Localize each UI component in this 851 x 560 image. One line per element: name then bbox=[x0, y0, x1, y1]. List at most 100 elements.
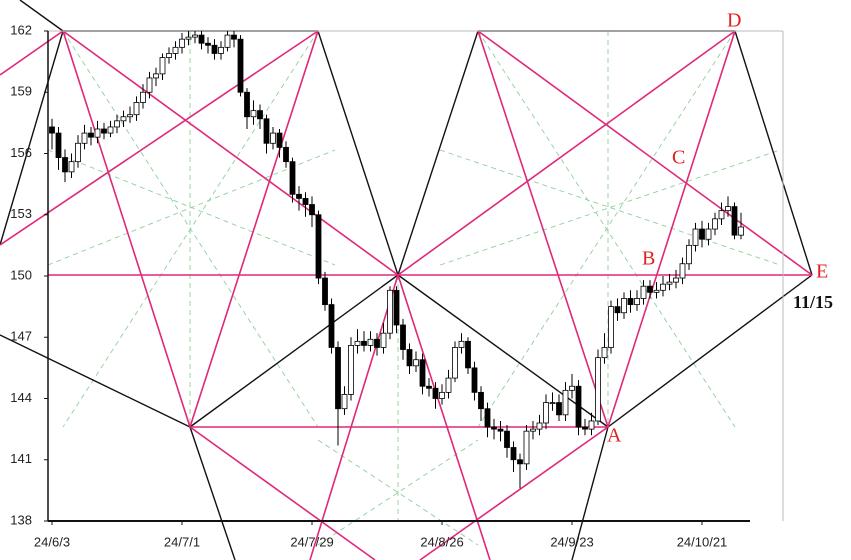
x-tick-label: 24/7/1 bbox=[164, 534, 200, 549]
candle-body bbox=[679, 263, 686, 279]
candle-body bbox=[133, 102, 140, 116]
candle-body bbox=[335, 347, 341, 410]
y-tick-label: 156 bbox=[10, 145, 32, 160]
candle-body bbox=[653, 289, 660, 293]
candle-body bbox=[647, 285, 653, 293]
candle-body bbox=[582, 426, 588, 430]
candle-body bbox=[348, 345, 354, 395]
y-tick-label: 147 bbox=[10, 329, 32, 344]
candle-body bbox=[315, 214, 322, 279]
candle-body bbox=[413, 359, 419, 367]
candle-body bbox=[569, 385, 575, 391]
candle-body bbox=[445, 377, 452, 393]
candle-body bbox=[738, 226, 744, 236]
candle-body bbox=[699, 228, 705, 240]
candle-body bbox=[549, 402, 556, 404]
candle-body bbox=[718, 210, 725, 220]
candle-body bbox=[627, 298, 634, 305]
annotation: 11/15 bbox=[793, 292, 833, 312]
candle-body bbox=[309, 204, 315, 216]
candle-body bbox=[361, 340, 367, 346]
candle-body bbox=[127, 114, 133, 118]
candle-body bbox=[354, 340, 361, 346]
candle-body bbox=[237, 38, 244, 93]
y-tick-label: 162 bbox=[10, 22, 32, 37]
x-tick-label: 24/7/29 bbox=[290, 534, 333, 549]
candle-body bbox=[276, 132, 283, 148]
candle-body bbox=[725, 206, 731, 212]
candle-body bbox=[731, 206, 738, 236]
candle-body bbox=[322, 277, 328, 305]
candle-body bbox=[211, 44, 218, 54]
candle-body bbox=[504, 430, 510, 448]
candle-body bbox=[179, 38, 185, 48]
annotation: D bbox=[727, 10, 741, 32]
candle-body bbox=[640, 285, 647, 299]
candle-body bbox=[705, 228, 712, 240]
candle-body bbox=[588, 420, 595, 430]
candle-body bbox=[452, 347, 458, 379]
candle-body bbox=[406, 349, 413, 367]
x-tick-label: 24/8/26 bbox=[420, 534, 463, 549]
candle-body bbox=[536, 422, 543, 430]
y-tick-label: 159 bbox=[10, 84, 32, 99]
candle-body bbox=[465, 340, 471, 369]
candle-body bbox=[458, 340, 465, 348]
candle-body bbox=[510, 447, 517, 461]
candle-body bbox=[302, 198, 309, 205]
candle-body bbox=[101, 128, 107, 134]
candle-body bbox=[673, 277, 679, 283]
overlay-lines bbox=[0, 0, 813, 560]
candle-body bbox=[432, 387, 439, 399]
candle-body bbox=[556, 402, 562, 416]
candle-body bbox=[49, 126, 55, 134]
candle-body bbox=[55, 132, 62, 158]
candle-body bbox=[328, 304, 335, 348]
candle-body bbox=[289, 161, 296, 195]
candle-body bbox=[62, 157, 68, 173]
candle-body bbox=[387, 289, 393, 334]
x-tick-label: 24/9/23 bbox=[550, 534, 593, 549]
candle-body bbox=[471, 367, 478, 393]
candle-body bbox=[244, 91, 250, 118]
candle-body bbox=[185, 36, 192, 40]
candle-body bbox=[120, 116, 127, 122]
annotation: C bbox=[672, 147, 685, 169]
y-tick-label: 153 bbox=[10, 206, 32, 221]
y-tick-label: 150 bbox=[10, 267, 32, 282]
candle-body bbox=[205, 42, 211, 46]
annotation: E bbox=[816, 261, 828, 283]
candle-body bbox=[153, 73, 159, 79]
candle-body bbox=[367, 338, 374, 346]
overlay-dashed bbox=[47, 30, 781, 546]
y-tick-label: 144 bbox=[10, 390, 32, 405]
candle-body bbox=[634, 298, 640, 305]
candle-body bbox=[660, 283, 666, 291]
candle-body bbox=[166, 53, 172, 58]
candle-body bbox=[114, 120, 120, 128]
candles bbox=[49, 31, 744, 489]
y-tick-label: 141 bbox=[10, 451, 32, 466]
candle-body bbox=[601, 347, 608, 359]
candle-body bbox=[517, 459, 523, 465]
candle-body bbox=[575, 385, 582, 428]
candle-body bbox=[296, 193, 302, 199]
candle-body bbox=[562, 389, 569, 416]
candle-body bbox=[491, 426, 497, 430]
candle-body bbox=[608, 306, 614, 348]
candle-body bbox=[68, 161, 75, 173]
candle-body bbox=[439, 391, 445, 399]
candle-body bbox=[419, 359, 426, 387]
candle-body bbox=[393, 289, 400, 326]
candle-body bbox=[283, 146, 289, 163]
candle-body bbox=[224, 34, 231, 48]
candle-body bbox=[400, 324, 406, 350]
candle-body bbox=[107, 126, 114, 134]
annotation: B bbox=[642, 248, 655, 270]
candle-body bbox=[374, 338, 380, 348]
candle-body bbox=[543, 402, 549, 424]
candle-body bbox=[666, 281, 673, 285]
candle-body bbox=[426, 385, 432, 389]
candle-body bbox=[497, 428, 504, 432]
